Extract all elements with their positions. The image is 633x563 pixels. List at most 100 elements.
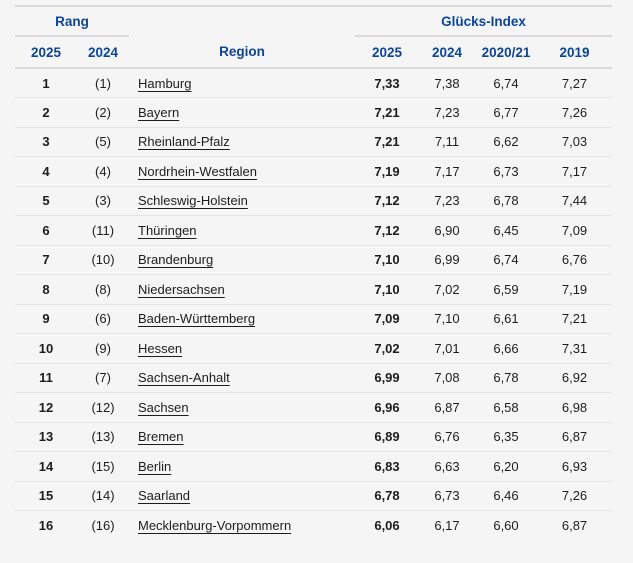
rank-2025-cell: 10 — [38, 340, 54, 356]
region-link[interactable]: Saarland — [138, 488, 191, 504]
rank-2025-cell: 6 — [42, 222, 50, 238]
gi-2019-cell: 7,31 — [561, 340, 588, 356]
rank-2024-cell: (12) — [91, 399, 115, 415]
region-cell: Schleswig-Holstein — [129, 186, 355, 216]
group-header-gluecks-index: Glücks-Index — [355, 6, 613, 37]
rank-2025-cell: 16 — [38, 518, 54, 533]
gi-2024-cell: 6,76 — [434, 429, 460, 445]
rank-2025-cell: 12 — [38, 399, 54, 415]
rank-2025-cell: 11 — [39, 370, 53, 386]
region-link[interactable]: Sachsen-Anhalt — [138, 370, 230, 386]
rank-2025-cell: 13 — [38, 429, 54, 445]
region-cell: Brandenburg — [129, 245, 355, 275]
table-row: 5 (3) Schleswig-Holstein 7,12 7,23 6,78 7,44 — [15, 186, 613, 216]
gi-2024-cell: 7,02 — [434, 281, 460, 297]
region-cell: Mecklenburg-Vorpommern — [129, 511, 355, 541]
region-link[interactable]: Mecklenburg-Vorpommern — [138, 518, 292, 533]
region-cell: Bremen — [129, 422, 355, 452]
gi-2019-cell: 7,09 — [561, 222, 588, 238]
gi-2025-cell: 7,10 — [374, 252, 400, 268]
rank-2024-cell: (11) — [91, 222, 115, 238]
gi-2025-cell: 6,83 — [374, 458, 400, 474]
gi-2020-21-cell: 6,61 — [493, 311, 519, 327]
gi-2024-cell: 6,90 — [434, 222, 460, 238]
gi-2020-21-cell: 6,78 — [493, 193, 519, 209]
gi-2024-cell: 7,10 — [434, 311, 460, 327]
region-cell: Hamburg — [129, 68, 355, 98]
region-cell: Baden-Württemberg — [129, 304, 355, 334]
region-link[interactable]: Bremen — [138, 429, 184, 445]
gi-2020-21-cell: 6,46 — [493, 488, 519, 504]
gi-2019-cell: 6,87 — [561, 429, 588, 445]
rank-2025-cell: 4 — [42, 163, 50, 179]
gi-2024-cell: 7,38 — [434, 75, 460, 91]
gi-2019-cell: 6,93 — [561, 458, 588, 474]
region-link[interactable]: Thüringen — [138, 222, 197, 238]
gi-2025-cell: 7,09 — [374, 311, 400, 327]
region-cell: Hessen — [129, 334, 355, 364]
gi-2020-21-cell: 6,45 — [493, 222, 519, 238]
group-header-spacer — [129, 6, 355, 36]
region-cell: Sachsen-Anhalt — [129, 363, 355, 393]
gi-2025-cell: 7,12 — [374, 193, 400, 209]
gi-2024-cell: 6,17 — [434, 518, 460, 533]
rank-2024-cell: (14) — [91, 488, 115, 504]
region-link[interactable]: Rheinland-Pfalz — [138, 134, 230, 150]
gi-2019-cell: 7,17 — [561, 163, 588, 179]
region-link[interactable]: Niedersachsen — [138, 281, 225, 297]
gi-2025-cell: 7,33 — [374, 75, 400, 91]
gi-2019-cell: 7,03 — [561, 134, 588, 150]
gi-2025-cell: 6,06 — [374, 518, 400, 533]
gi-2020-21-cell: 6,60 — [493, 518, 519, 533]
table-row: 14 (15) Berlin 6,83 6,63 6,20 6,93 — [15, 452, 613, 481]
rank-2024-cell: (6) — [95, 311, 111, 327]
region-link[interactable]: Nordrhein-Westfalen — [138, 163, 257, 179]
rank-2024-cell: (10) — [91, 252, 115, 268]
gi-2025-cell: 7,02 — [374, 340, 400, 356]
table-row: 10 (9) Hessen 7,02 7,01 6,66 7,31 — [15, 334, 613, 364]
region-link[interactable]: Berlin — [138, 458, 172, 474]
gi-2019-cell: 7,19 — [561, 281, 588, 297]
gluecksatlas-ranking-container: Rang Glücks-Index 2025 2024 Region 2025 … — [15, 5, 613, 541]
gi-2020-21-cell: 6,66 — [493, 340, 519, 356]
region-link[interactable]: Sachsen — [138, 399, 189, 415]
gi-2019-cell: 6,76 — [561, 252, 588, 268]
gi-2020-21-cell: 6,35 — [493, 429, 519, 445]
gi-2019-cell: 7,44 — [561, 193, 588, 209]
rank-2025-cell: 5 — [42, 193, 50, 209]
rank-2025-cell: 7 — [42, 252, 50, 268]
rank-2024-cell: (1) — [95, 75, 111, 91]
gi-2025-cell: 6,96 — [374, 399, 400, 415]
rank-2024-cell: (4) — [95, 163, 111, 179]
col-header-rang-2024: 2024 — [77, 36, 129, 69]
col-header-region: Region — [129, 36, 355, 69]
rank-2024-cell: (16) — [91, 518, 115, 533]
rank-2024-cell: (5) — [95, 134, 111, 150]
gi-2020-21-cell: 6,62 — [493, 134, 519, 150]
gi-2024-cell: 6,73 — [434, 488, 460, 504]
col-header-rang-2025: 2025 — [15, 36, 77, 69]
region-link[interactable]: Brandenburg — [138, 252, 214, 268]
table-row: 8 (8) Niedersachsen 7,10 7,02 6,59 7,19 — [15, 275, 613, 304]
gi-2025-cell: 6,78 — [374, 488, 400, 504]
region-cell: Thüringen — [129, 216, 355, 246]
rank-2025-cell: 2 — [42, 104, 50, 120]
region-link[interactable]: Schleswig-Holstein — [138, 193, 248, 209]
region-link[interactable]: Hamburg — [138, 75, 192, 91]
gi-2025-cell: 6,89 — [374, 429, 400, 445]
gi-2020-21-cell: 6,58 — [493, 399, 519, 415]
rank-2024-cell: (2) — [95, 104, 111, 120]
gi-2019-cell: 7,27 — [561, 75, 588, 91]
region-cell: Nordrhein-Westfalen — [129, 157, 355, 187]
rank-2025-cell: 9 — [42, 311, 50, 327]
table-row: 7 (10) Brandenburg 7,10 6,99 6,74 6,76 — [15, 245, 613, 275]
region-link[interactable]: Baden-Württemberg — [138, 311, 256, 327]
region-link[interactable]: Bayern — [138, 104, 180, 120]
gi-2019-cell: 7,26 — [561, 104, 588, 120]
gi-2020-21-cell: 6,78 — [493, 370, 519, 386]
region-link[interactable]: Hessen — [138, 340, 183, 356]
gi-2025-cell: 7,12 — [374, 222, 400, 238]
rank-2025-cell: 1 — [42, 75, 50, 91]
rank-2025-cell: 15 — [38, 488, 54, 504]
gi-2024-cell: 6,87 — [434, 399, 460, 415]
